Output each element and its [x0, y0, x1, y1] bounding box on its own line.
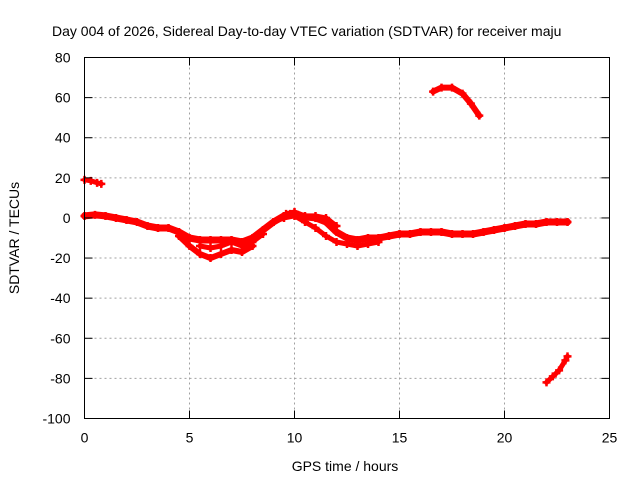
- data-point: [406, 229, 414, 238]
- data-point: [227, 238, 236, 247]
- data-point: [563, 217, 572, 226]
- data-point: [429, 87, 438, 96]
- data-point: [154, 223, 162, 232]
- data-point: [206, 254, 215, 263]
- data-point: [185, 242, 194, 251]
- data-point: [500, 223, 509, 232]
- y-tick-label: 40: [55, 130, 71, 146]
- data-point: [301, 211, 309, 220]
- data-point: [427, 227, 435, 236]
- data-point: [112, 213, 120, 222]
- x-tick-label: 5: [186, 430, 194, 446]
- data-point: [364, 240, 372, 249]
- data-point: [227, 246, 236, 255]
- series-arc-high: [429, 83, 484, 120]
- data-point: [133, 217, 141, 226]
- data-point: [282, 209, 291, 218]
- data-point: [563, 352, 572, 361]
- data-point: [542, 217, 551, 226]
- series-line: [430, 84, 483, 119]
- y-tick-label: -20: [50, 250, 70, 266]
- series-lower-branch-2: [196, 229, 267, 253]
- data-point: [353, 242, 362, 251]
- plot-frame: [84, 57, 610, 419]
- data-point: [91, 210, 99, 219]
- data-point: [122, 215, 131, 224]
- data-point: [466, 99, 475, 108]
- data-point: [458, 89, 467, 98]
- data-point: [475, 111, 484, 120]
- data-point: [374, 238, 383, 247]
- data-point: [542, 378, 551, 387]
- data-point: [548, 372, 557, 381]
- data-point: [437, 83, 446, 92]
- data-point: [248, 238, 257, 247]
- series-upper-branch: [282, 207, 341, 230]
- x-tick-label: 10: [287, 430, 303, 446]
- data-point: [238, 242, 246, 251]
- y-tick-label: -60: [50, 330, 70, 346]
- data-point: [206, 244, 215, 253]
- data-point: [437, 227, 446, 236]
- series-end-low: [542, 352, 572, 387]
- data-point: [280, 213, 288, 222]
- data-point: [143, 221, 152, 230]
- x-tick-label: 25: [602, 430, 618, 446]
- chart-title: Day 004 of 2026, Sidereal Day-to-day VTE…: [52, 23, 561, 39]
- data-point: [217, 250, 225, 259]
- x-tick-label: 20: [497, 430, 513, 446]
- y-tick-label: -40: [50, 290, 70, 306]
- data-series: [80, 83, 572, 387]
- data-point: [322, 213, 330, 222]
- data-point: [521, 219, 530, 228]
- axis-ticks: -100 -80 -60 -40 -20 0 20 40 60 80 0 5 10 15 20 25: [42, 50, 617, 446]
- data-point: [196, 250, 204, 259]
- data-point: [555, 366, 564, 375]
- data-point: [185, 234, 194, 242]
- y-tick-label: 20: [55, 170, 71, 186]
- y-tick-label: -100: [42, 411, 70, 427]
- data-point: [332, 238, 341, 247]
- data-point: [553, 217, 561, 226]
- data-point: [448, 83, 456, 92]
- x-tick-label: 0: [81, 430, 89, 446]
- data-point: [479, 227, 488, 236]
- data-point: [217, 242, 225, 251]
- data-point: [385, 231, 393, 240]
- data-point: [311, 211, 320, 220]
- y-tick-label: 80: [55, 50, 71, 66]
- data-point: [343, 240, 351, 249]
- y-tick-label: -80: [50, 370, 70, 386]
- data-point: [395, 229, 404, 238]
- data-point: [269, 217, 278, 226]
- series-lower-branch-1: [175, 231, 257, 263]
- data-point: [322, 231, 330, 240]
- data-point: [196, 242, 204, 251]
- data-point: [469, 229, 477, 238]
- data-point: [490, 225, 498, 234]
- series-start-high: [80, 175, 106, 188]
- data-point: [416, 227, 425, 236]
- y-tick-label: 0: [63, 210, 71, 226]
- y-axis-label: SDTVAR / TECUs: [6, 182, 22, 294]
- data-point: [448, 229, 456, 238]
- data-point: [97, 179, 106, 188]
- data-point: [259, 229, 267, 238]
- data-point: [164, 223, 173, 232]
- x-axis-label: GPS time / hours: [292, 458, 399, 474]
- data-point: [311, 223, 320, 232]
- data-point: [332, 221, 341, 230]
- data-point: [206, 236, 215, 245]
- x-tick-label: 15: [392, 430, 408, 446]
- data-point: [175, 231, 183, 240]
- series-lower-branch-3: [269, 211, 383, 251]
- data-point: [458, 229, 467, 238]
- data-point: [561, 356, 570, 365]
- data-point: [511, 221, 519, 230]
- data-point: [101, 211, 110, 220]
- data-point: [532, 219, 540, 228]
- y-tick-label: 60: [55, 90, 71, 106]
- data-point: [290, 207, 299, 216]
